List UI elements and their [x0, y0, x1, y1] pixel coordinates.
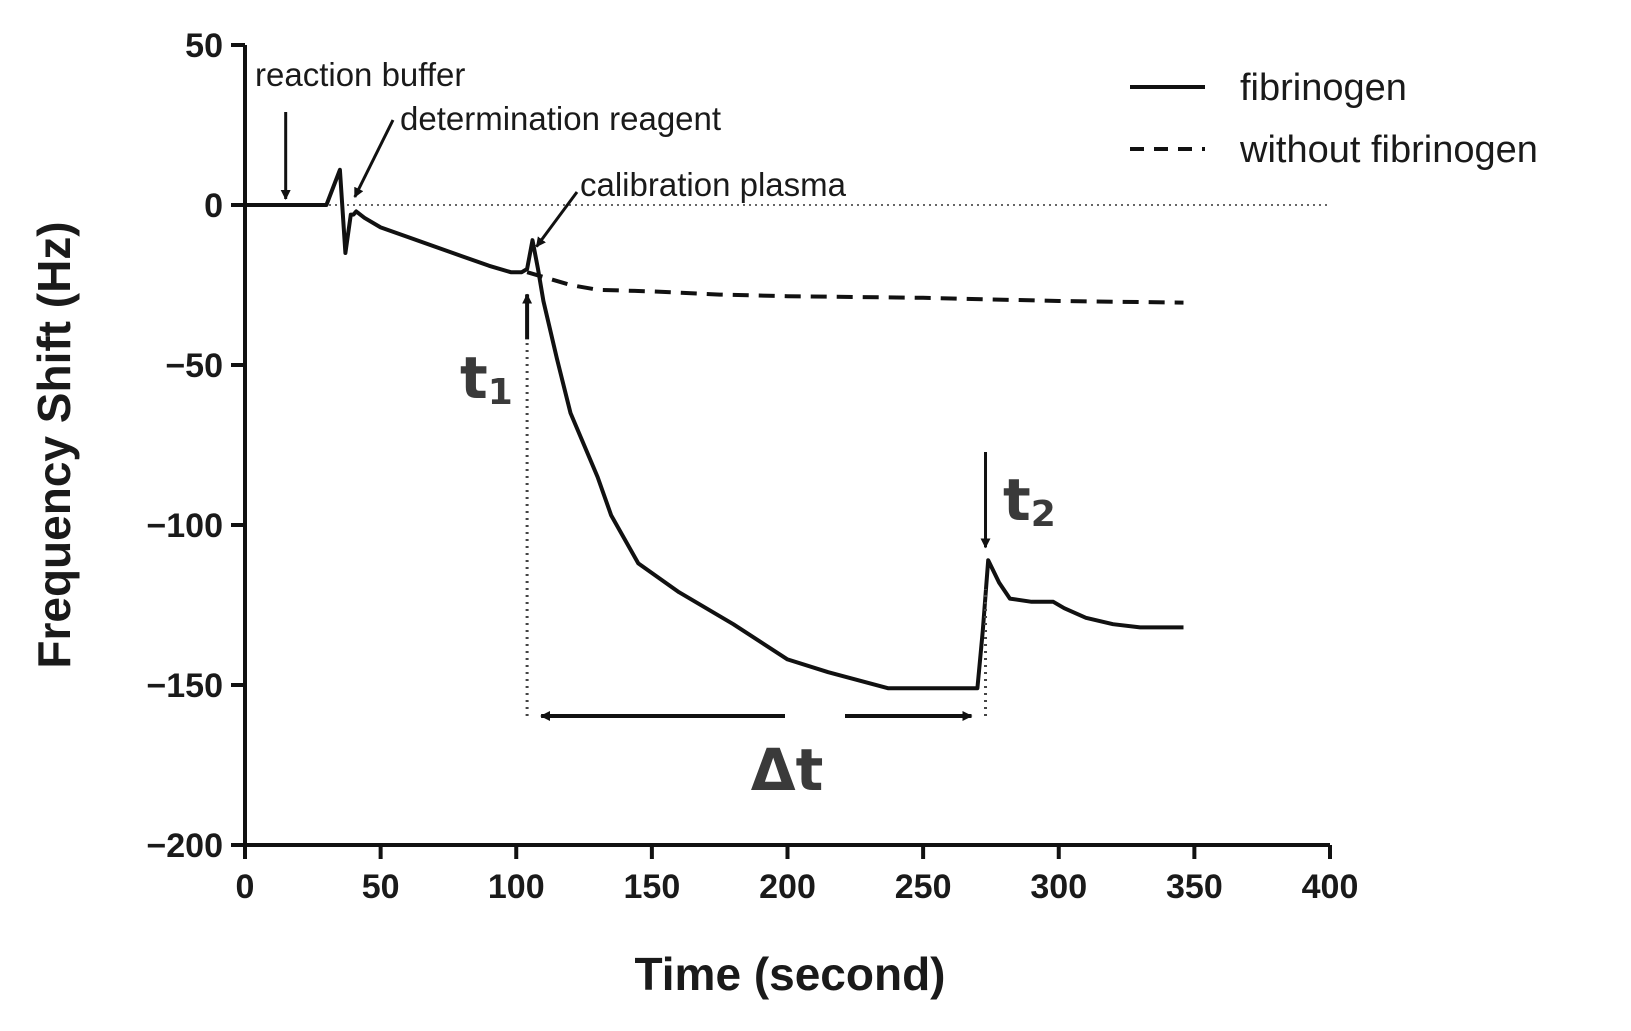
legend-label: fibrinogen: [1240, 67, 1407, 109]
x-tick-label: 150: [624, 868, 681, 906]
t1-label: t1: [460, 344, 513, 413]
annotation-calibration-plasma: calibration plasma: [580, 166, 847, 203]
x-tick-label: 250: [895, 868, 952, 906]
annotation-reaction-buffer: reaction buffer: [255, 56, 465, 93]
y-axis-title: Frequency Shift (Hz): [28, 221, 80, 668]
y-tick-label: −150: [146, 667, 223, 705]
x-axis-title: Time (second): [635, 948, 946, 1000]
y-tick-label: 50: [185, 27, 223, 65]
x-tick-label: 50: [362, 868, 400, 906]
x-tick-label: 400: [1302, 868, 1359, 906]
x-tick-label: 350: [1166, 868, 1223, 906]
x-tick-label: 0: [236, 868, 255, 906]
annotation-determination-reagent: determination reagent: [400, 100, 721, 137]
x-tick-label: 200: [759, 868, 816, 906]
legend-label: without fibrinogen: [1239, 129, 1538, 171]
x-tick-label: 100: [488, 868, 545, 906]
y-tick-label: −100: [146, 507, 223, 545]
y-tick-label: −50: [165, 347, 223, 385]
t2-label: t2: [1003, 466, 1056, 535]
y-tick-label: −200: [146, 827, 223, 865]
series-line-fibrinogen: [245, 167, 1184, 691]
arrow-determination-reagent: [353, 119, 395, 198]
delta-t-label: Δt: [751, 736, 824, 804]
y-tick-label: 0: [204, 187, 223, 225]
series-line-without-fibrinogen: [526, 270, 1184, 305]
x-tick-label: 300: [1030, 868, 1087, 906]
arrow-calibration-plasma: [535, 191, 579, 248]
